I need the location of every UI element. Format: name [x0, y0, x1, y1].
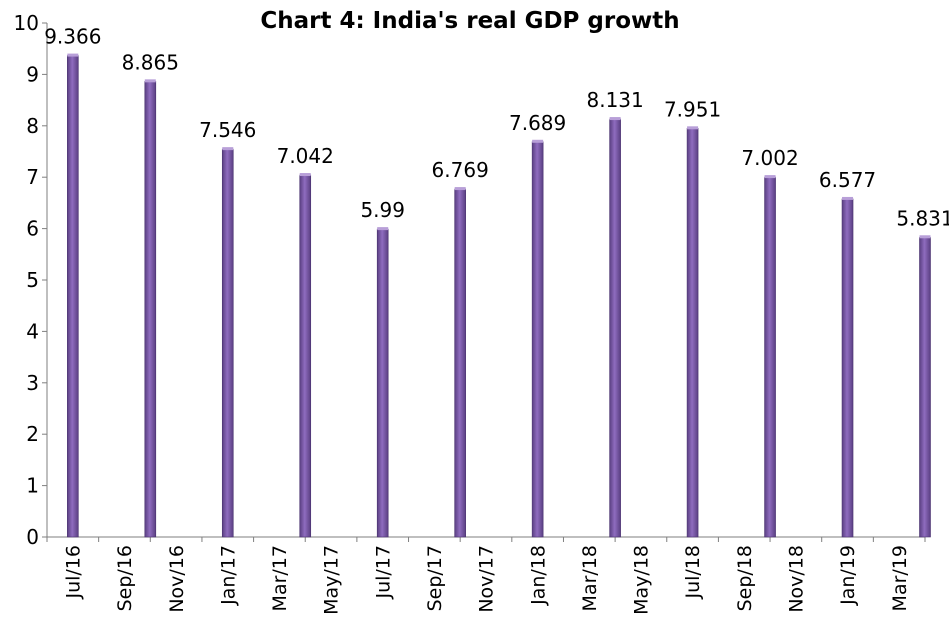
data-label: 7.951	[664, 97, 721, 121]
bar-top	[299, 173, 311, 177]
bar-top	[609, 117, 621, 121]
x-tick-label: Nov/16	[166, 545, 188, 613]
x-tick-label: May/17	[321, 545, 343, 615]
bar	[454, 188, 466, 538]
bar	[531, 141, 544, 538]
y-tick-label: 10	[14, 11, 39, 35]
bar-top	[144, 79, 156, 83]
x-tick-label: Jul/17	[372, 545, 394, 600]
bar-top	[764, 175, 776, 179]
data-label: 7.042	[277, 144, 334, 168]
y-tick-label: 9	[26, 62, 39, 86]
y-tick-label: 3	[26, 371, 39, 395]
bar-top	[377, 227, 389, 231]
data-label: 7.546	[199, 118, 256, 142]
x-axis: Jul/16 Sep/16 Nov/16 Jan/17 Mar/17 May/17 Jul/…	[46, 536, 926, 615]
y-tick-label: 6	[26, 217, 39, 241]
y-axis: 0 1 2 3 4 5 6 7 8 9 10	[14, 11, 48, 549]
chart-title: Chart 4: India's real GDP growth	[260, 8, 679, 34]
x-tick-label: Jan/19	[837, 545, 859, 606]
y-tick-label: 1	[26, 474, 39, 498]
bar-top	[454, 187, 466, 191]
x-tick-label: May/18	[631, 545, 653, 615]
x-tick-label: Sep/17	[424, 545, 446, 611]
bar-top	[222, 147, 234, 151]
y-tick-label: 8	[26, 114, 39, 138]
bar	[919, 236, 931, 538]
bar-top	[532, 139, 544, 143]
data-label: 5.99	[360, 198, 405, 222]
y-tick-label: 4	[26, 319, 39, 343]
data-labels: 9.366 8.865 7.546 7.042 5.99 6.769 7.689 8.131 7…	[44, 25, 949, 231]
x-tick-label: Jul/18	[682, 545, 704, 600]
bar	[221, 148, 234, 538]
x-tick-label: Mar/18	[579, 545, 601, 611]
y-tick-label: 2	[26, 422, 39, 446]
data-label: 9.366	[44, 25, 101, 49]
bar-top	[919, 235, 931, 239]
bar	[376, 228, 389, 538]
bar	[144, 81, 157, 538]
x-tick-label: Sep/16	[114, 545, 136, 611]
data-label: 6.769	[432, 158, 489, 182]
bar	[609, 118, 621, 538]
bars	[67, 53, 931, 538]
x-tick-label: Sep/18	[734, 545, 756, 611]
y-tick-label: 7	[26, 165, 39, 189]
data-label: 7.689	[509, 111, 566, 135]
data-label: 5.831	[896, 206, 949, 230]
bar-top	[687, 126, 699, 130]
data-label: 6.577	[819, 168, 876, 192]
bar-top	[842, 196, 854, 200]
bar	[764, 176, 776, 538]
x-tick-label: Mar/19	[889, 545, 911, 611]
x-tick-label: Nov/17	[476, 545, 498, 613]
data-label: 8.865	[122, 50, 179, 74]
x-tick-label: Mar/17	[269, 545, 291, 611]
x-tick-label: Jan/18	[527, 545, 549, 606]
bar	[841, 198, 854, 538]
bar	[299, 174, 312, 538]
bar	[686, 128, 699, 538]
data-label: 7.002	[741, 146, 798, 170]
bar	[67, 55, 79, 538]
x-tick-label: Jul/16	[62, 545, 84, 600]
y-tick-label: 5	[26, 268, 39, 292]
bar-top	[67, 53, 79, 57]
data-label: 8.131	[586, 88, 643, 112]
x-tick-label: Nov/18	[786, 545, 808, 613]
y-tick-label: 0	[26, 525, 39, 549]
x-tick-label: Jan/17	[217, 545, 239, 606]
